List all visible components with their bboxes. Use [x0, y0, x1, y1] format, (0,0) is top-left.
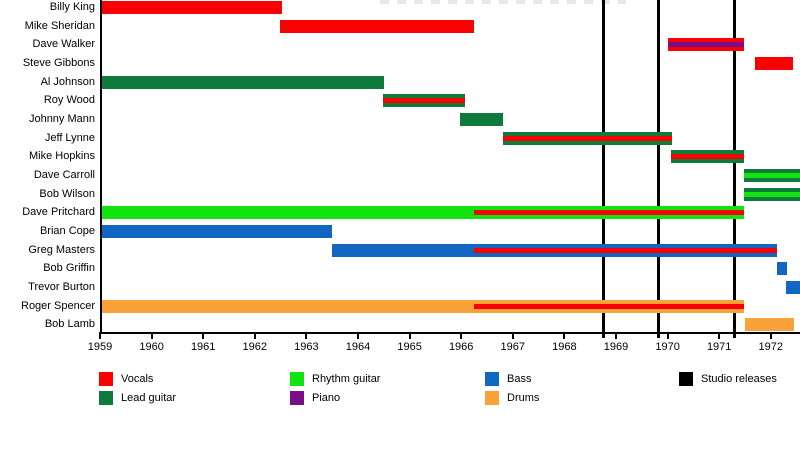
member-bar-stripe	[744, 191, 800, 197]
year-tick	[408, 332, 411, 339]
member-bar-stripe	[670, 154, 745, 160]
year-label: 1971	[706, 341, 732, 353]
member-bar-stripe	[667, 42, 745, 48]
member-label: Trevor Burton	[28, 280, 95, 293]
x-axis	[99, 332, 800, 334]
member-bar-stripe	[382, 98, 465, 104]
year-tick	[563, 332, 566, 339]
year-label: 1969	[603, 341, 629, 353]
legend-label: Drums	[507, 391, 540, 404]
member-label: Mike Sheridan	[24, 19, 95, 32]
year-label: 1967	[500, 341, 526, 353]
member-label: Bob Griffin	[43, 262, 95, 275]
legend-label: Bass	[507, 373, 532, 385]
member-label: Mike Hopkins	[28, 150, 95, 163]
member-bar-stripe	[503, 135, 673, 141]
member-bar	[382, 94, 465, 108]
year-tick	[150, 332, 153, 339]
year-label: 1965	[397, 341, 422, 353]
year-tick	[357, 332, 359, 339]
year-tick	[305, 332, 308, 339]
studio-release-line	[657, 0, 661, 338]
member-bar	[744, 318, 794, 332]
member-label: Roger Spencer	[21, 299, 95, 312]
year-tick	[769, 332, 772, 339]
legend-swatch-releases	[679, 372, 693, 386]
member-bar	[503, 131, 673, 145]
member-bar-stripe	[473, 210, 744, 216]
year-label: 1963	[294, 341, 319, 353]
year-label: 1959	[87, 341, 113, 353]
year-label: 1961	[190, 341, 216, 353]
member-label: Dave Pritchard	[22, 206, 95, 219]
legend-swatch-piano	[290, 390, 304, 405]
member-bar-stripe	[474, 303, 744, 309]
member-bar	[776, 262, 787, 276]
member-bar	[670, 150, 745, 164]
member-label: Dave Walker	[32, 38, 95, 51]
year-tick	[511, 332, 514, 339]
year-label: 1972	[758, 341, 784, 353]
year-label: 1962	[242, 341, 268, 353]
legend-swatch-lead_guitar	[99, 390, 113, 405]
member-bar	[100, 224, 332, 238]
year-label: 1970	[655, 341, 680, 353]
member-bar	[785, 280, 800, 294]
member-bar	[100, 299, 744, 313]
year-tick	[99, 332, 101, 339]
legend-swatch-rhythm_guitar	[290, 372, 304, 386]
year-tick	[666, 332, 669, 339]
y-axis	[100, 0, 102, 333]
legend-swatch-bass	[485, 372, 499, 386]
member-label: Billy King	[49, 0, 95, 13]
legend-label: Rhythm guitar	[312, 373, 381, 385]
member-bar	[744, 168, 800, 182]
member-bar	[100, 0, 282, 14]
member-bar	[331, 243, 777, 257]
studio-release-line	[733, 0, 737, 338]
member-bar-stripe	[744, 172, 800, 178]
year-tick	[202, 332, 205, 339]
member-label: Bob Lamb	[44, 318, 95, 331]
member-label: Brian Cope	[39, 224, 95, 237]
year-label: 1968	[552, 341, 577, 353]
legend-label: Studio releases	[701, 373, 777, 385]
member-bar	[667, 38, 745, 52]
year-tick	[718, 332, 721, 339]
member-bar	[280, 19, 474, 33]
member-label: Al Johnson	[40, 75, 95, 88]
year-tick	[615, 332, 617, 339]
year-label: 1964	[345, 341, 371, 353]
studio-release-line	[601, 0, 605, 338]
member-label: Johnny Mann	[28, 112, 95, 125]
cropped-top-row-artifact	[380, 0, 626, 4]
member-bar	[100, 75, 384, 89]
member-bar	[744, 187, 800, 201]
member-label: Jeff Lynne	[44, 131, 95, 144]
year-tick	[253, 332, 256, 339]
member-bar	[100, 206, 744, 220]
legend-label: Piano	[312, 391, 341, 404]
year-label: 1966	[448, 341, 474, 353]
member-label: Roy Wood	[43, 94, 95, 107]
member-label: Dave Carroll	[33, 168, 95, 181]
legend-swatch-vocals	[99, 372, 113, 386]
member-bar	[754, 56, 793, 70]
legend-label: Vocals	[121, 373, 154, 385]
member-bar	[459, 112, 503, 126]
legend-swatch-drums	[485, 390, 499, 405]
member-label: Greg Masters	[28, 243, 95, 256]
member-bar-stripe	[474, 247, 777, 253]
year-label: 1960	[139, 341, 164, 353]
member-label: Bob Wilson	[39, 187, 95, 200]
legend-label: Lead guitar	[121, 391, 177, 404]
member-label: Steve Gibbons	[22, 56, 95, 69]
year-tick	[460, 332, 463, 339]
